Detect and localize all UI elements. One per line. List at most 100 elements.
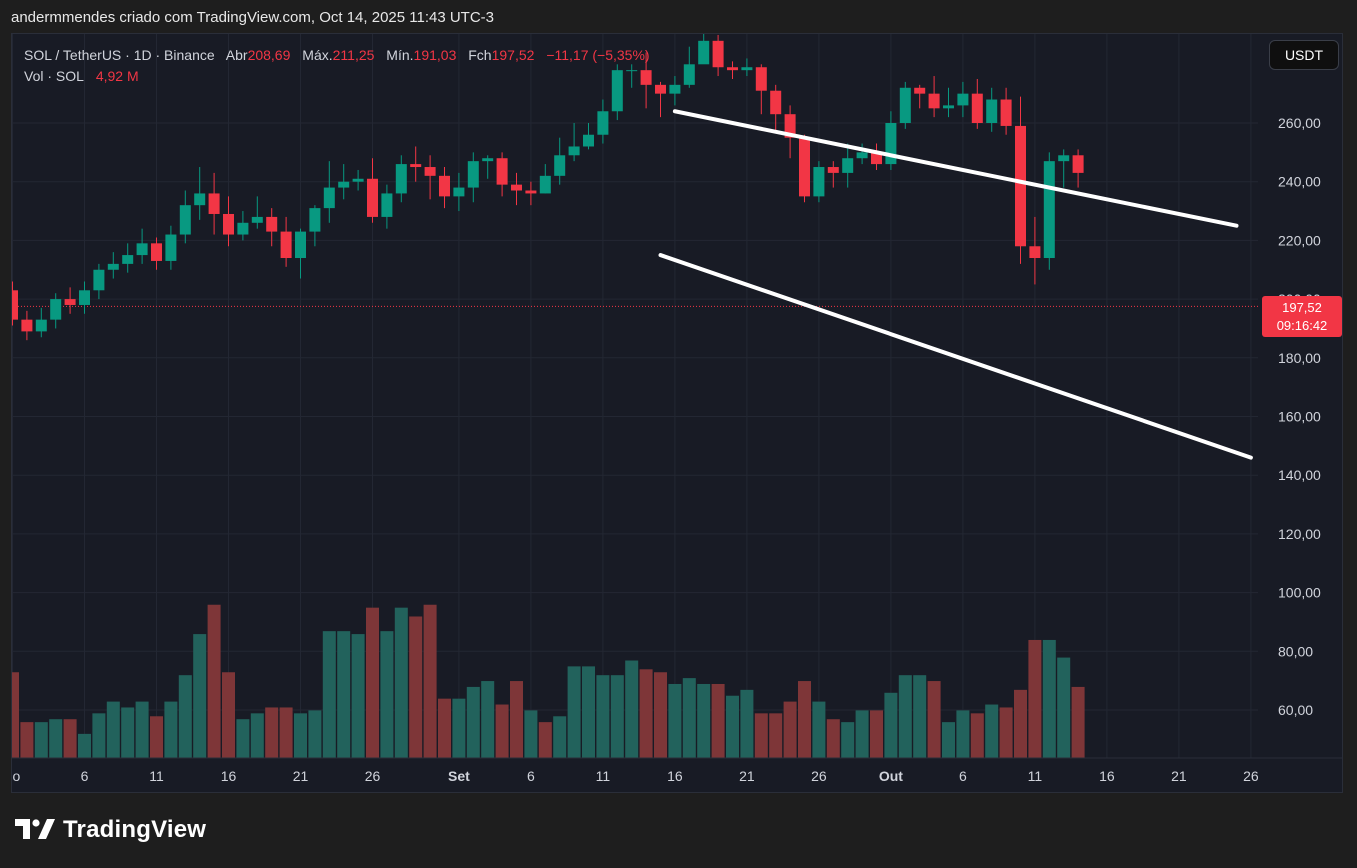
volume-bar	[942, 722, 955, 758]
volume-bar	[236, 719, 250, 758]
candle-body	[755, 67, 767, 91]
x-tick-label: 21	[1171, 768, 1187, 784]
volume-label[interactable]: Vol · SOL	[24, 68, 84, 84]
volume-bar	[438, 698, 451, 758]
candle-body	[813, 167, 825, 197]
x-tick-label: 21	[293, 768, 309, 784]
volume-bar	[1057, 657, 1071, 758]
tradingview-logo-icon	[15, 819, 55, 839]
volume-bar	[524, 710, 538, 758]
trendline-upper	[672, 109, 1239, 228]
volume-bar	[423, 604, 437, 758]
x-tick-label: 6	[527, 768, 535, 784]
x-tick-label: 11	[596, 768, 611, 784]
candle-body	[597, 111, 609, 135]
volume-bar	[826, 719, 840, 758]
volume-row: Vol · SOL 4,92 M	[24, 66, 650, 87]
candle-body	[640, 70, 652, 85]
candle-body	[770, 90, 782, 115]
candle-body	[683, 64, 695, 85]
volume-bar	[49, 719, 63, 758]
y-tick-label: 140,00	[1278, 467, 1321, 483]
price-chart[interactable]: 260,00240,00220,00200,00180,00160,00140,…	[12, 34, 1342, 792]
volume-bar	[178, 675, 192, 758]
volume-bar	[985, 704, 999, 758]
volume-bar	[92, 713, 106, 758]
volume-bar	[740, 689, 754, 758]
volume-bar	[783, 701, 797, 758]
candle-body	[741, 67, 753, 71]
candle-body	[367, 178, 378, 217]
x-tick-label: 11	[149, 768, 164, 784]
candle-body	[251, 216, 263, 223]
volume-bar	[250, 713, 264, 758]
y-tick-label: 260,00	[1278, 115, 1321, 131]
candle-body	[424, 167, 436, 176]
candle-body	[842, 158, 854, 173]
x-tick-label: Out	[879, 768, 903, 784]
close-value: 197,52	[491, 47, 535, 63]
volume-bar	[596, 675, 610, 758]
volume-bar	[913, 675, 927, 758]
volume-bar	[726, 695, 739, 758]
y-tick-label: 160,00	[1278, 409, 1321, 425]
tradingview-logo[interactable]: TradingView	[15, 816, 206, 844]
candle-body	[194, 193, 206, 206]
last-price-tag: 197,52 09:16:42	[1262, 296, 1342, 337]
volume-bar	[999, 707, 1013, 758]
candle-body	[712, 40, 724, 68]
volume-bar	[481, 681, 495, 758]
volume-bar	[308, 710, 322, 758]
volume-bar	[668, 683, 682, 758]
candle-body	[237, 222, 249, 235]
candle-body	[295, 231, 306, 259]
change-value: −11,17 (−5,35%)	[546, 47, 650, 63]
volume-bar	[466, 686, 480, 758]
volume-bar	[927, 681, 941, 758]
candle-body	[179, 205, 191, 235]
volume-bar	[12, 672, 19, 758]
candle-body	[122, 255, 134, 264]
candle-body	[871, 152, 882, 165]
volume-bar	[538, 722, 552, 758]
candle-body	[1072, 155, 1084, 173]
volume-bar	[582, 666, 595, 758]
candle-body	[554, 155, 566, 176]
candle-body	[453, 187, 465, 197]
candle-body	[1000, 99, 1012, 126]
currency-button[interactable]: USDT	[1269, 40, 1339, 70]
x-tick-label: 11	[1028, 768, 1043, 784]
high-value: 211,25	[332, 47, 375, 63]
candle-body	[986, 99, 998, 123]
candle-body	[611, 70, 623, 112]
volume-bar	[697, 683, 711, 758]
volume-bar	[956, 710, 970, 758]
volume-bar	[812, 701, 826, 758]
x-tick-label: 26	[811, 768, 827, 784]
candle-body	[655, 84, 666, 94]
volume-bar	[769, 713, 783, 758]
volume-bar	[351, 634, 365, 758]
volume-bar	[20, 722, 34, 758]
candle-body	[12, 290, 18, 320]
volume-bar	[337, 631, 351, 758]
volume-bar	[121, 707, 135, 758]
candle-body	[482, 158, 494, 162]
chart-frame[interactable]: 260,00240,00220,00200,00180,00160,00140,…	[11, 33, 1343, 793]
volume-bar	[394, 607, 408, 758]
low-value: 191,03	[413, 47, 457, 63]
candle-body	[971, 93, 983, 123]
open-value: 208,69	[247, 47, 291, 63]
volume-bar	[207, 604, 221, 758]
y-tick-label: 220,00	[1278, 232, 1321, 248]
candle-body	[698, 40, 710, 65]
high-label: Máx.	[302, 47, 333, 63]
volume-bar	[654, 672, 667, 758]
y-tick-label: 180,00	[1278, 350, 1321, 366]
volume-bar	[553, 716, 567, 758]
volume-bar	[682, 678, 696, 758]
symbol-label[interactable]: SOL / TetherUS · 1D · Binance	[24, 47, 215, 63]
candle-body	[266, 216, 278, 232]
volume-bar	[567, 666, 581, 758]
volume-bar	[106, 701, 120, 758]
